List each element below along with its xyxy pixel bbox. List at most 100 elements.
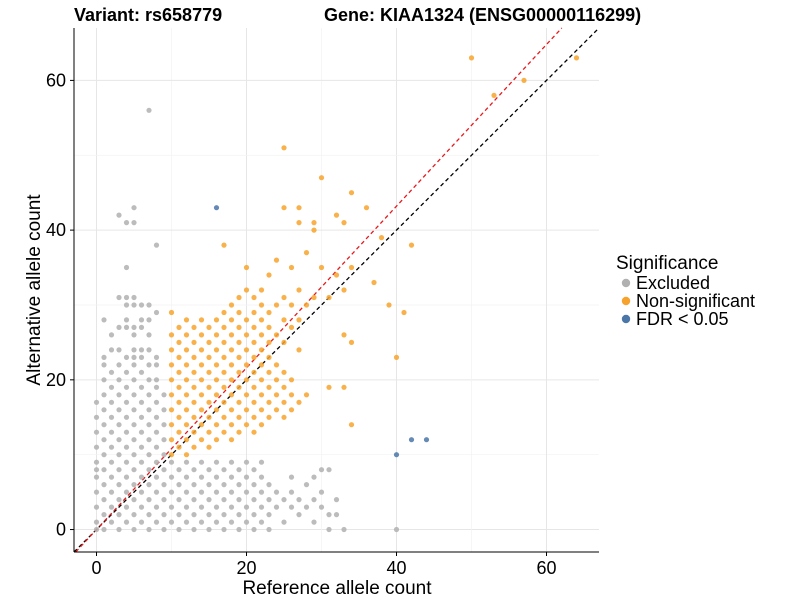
data-point <box>101 354 107 360</box>
data-point <box>176 414 182 420</box>
data-point <box>266 511 272 518</box>
data-point <box>236 294 242 301</box>
chart-title-variant: Variant: rs658779 <box>74 5 222 25</box>
data-point <box>123 504 130 510</box>
data-point <box>161 437 167 443</box>
data-point <box>281 497 287 503</box>
data-point <box>183 504 190 510</box>
data-point <box>206 526 212 533</box>
data-point <box>153 384 160 390</box>
data-point <box>191 511 197 518</box>
data-point <box>228 474 235 480</box>
data-point <box>348 422 355 428</box>
data-point <box>258 317 265 323</box>
data-point <box>236 526 242 533</box>
data-point <box>168 437 175 443</box>
data-point <box>213 489 220 495</box>
y-tick-label: 40 <box>46 220 66 240</box>
data-point <box>198 504 205 510</box>
data-point <box>123 264 130 271</box>
data-point <box>243 422 250 428</box>
data-point <box>191 467 197 473</box>
data-point <box>176 482 182 488</box>
data-point <box>258 332 265 338</box>
data-point <box>116 362 122 368</box>
data-point <box>236 399 242 405</box>
data-point <box>266 272 272 278</box>
data-point <box>273 257 280 263</box>
data-point <box>251 511 257 518</box>
data-point <box>318 504 325 510</box>
data-point <box>153 489 160 495</box>
data-point <box>311 497 317 503</box>
data-point <box>251 526 257 533</box>
data-point <box>258 422 265 428</box>
data-point <box>183 317 190 323</box>
data-point <box>296 317 302 323</box>
data-point <box>153 429 160 435</box>
data-point <box>251 497 257 503</box>
data-point <box>236 324 242 330</box>
data-point <box>131 467 137 473</box>
data-point <box>273 377 280 383</box>
data-point <box>206 511 212 518</box>
data-point <box>108 399 115 405</box>
data-point <box>146 302 152 308</box>
data-point <box>228 392 235 398</box>
data-point <box>303 302 310 308</box>
data-point <box>318 489 325 495</box>
data-point <box>221 467 227 473</box>
data-point <box>206 399 212 405</box>
data-point <box>108 459 115 465</box>
data-point <box>206 339 212 345</box>
data-point <box>138 474 145 480</box>
data-point <box>153 242 160 248</box>
data-point <box>213 362 220 368</box>
data-point <box>108 369 115 375</box>
data-point <box>123 220 130 226</box>
data-point <box>251 414 257 420</box>
data-point <box>101 526 107 533</box>
data-point <box>228 407 235 413</box>
data-point <box>333 212 340 218</box>
data-point <box>243 264 250 271</box>
data-point <box>146 467 152 473</box>
data-point <box>288 324 295 330</box>
data-point <box>266 339 272 345</box>
data-point <box>101 482 107 488</box>
data-point <box>228 317 235 323</box>
data-point <box>146 422 152 428</box>
data-point <box>123 489 130 495</box>
data-point <box>146 452 152 458</box>
data-point <box>116 452 122 458</box>
legend-label-excluded: Excluded <box>636 273 710 293</box>
data-point <box>491 92 497 98</box>
data-point <box>101 511 107 518</box>
data-point <box>363 205 370 211</box>
data-point <box>228 377 235 383</box>
data-point <box>183 452 190 458</box>
data-point <box>198 392 205 398</box>
data-point <box>468 55 475 61</box>
data-point <box>176 526 182 533</box>
data-point <box>326 384 332 390</box>
y-tick-label: 0 <box>56 520 66 540</box>
data-point <box>213 205 220 211</box>
data-point <box>228 362 235 368</box>
data-point <box>138 302 145 308</box>
data-point <box>258 392 265 398</box>
data-point <box>183 347 190 353</box>
data-point <box>266 384 272 390</box>
data-point <box>228 302 235 308</box>
data-point <box>296 347 302 353</box>
data-point <box>213 347 220 353</box>
data-point <box>236 309 242 316</box>
data-point <box>221 511 227 518</box>
data-point <box>281 384 287 390</box>
data-point <box>168 504 175 510</box>
data-point <box>258 407 265 413</box>
data-point <box>198 519 205 525</box>
data-point <box>251 482 257 488</box>
data-point <box>131 377 137 383</box>
